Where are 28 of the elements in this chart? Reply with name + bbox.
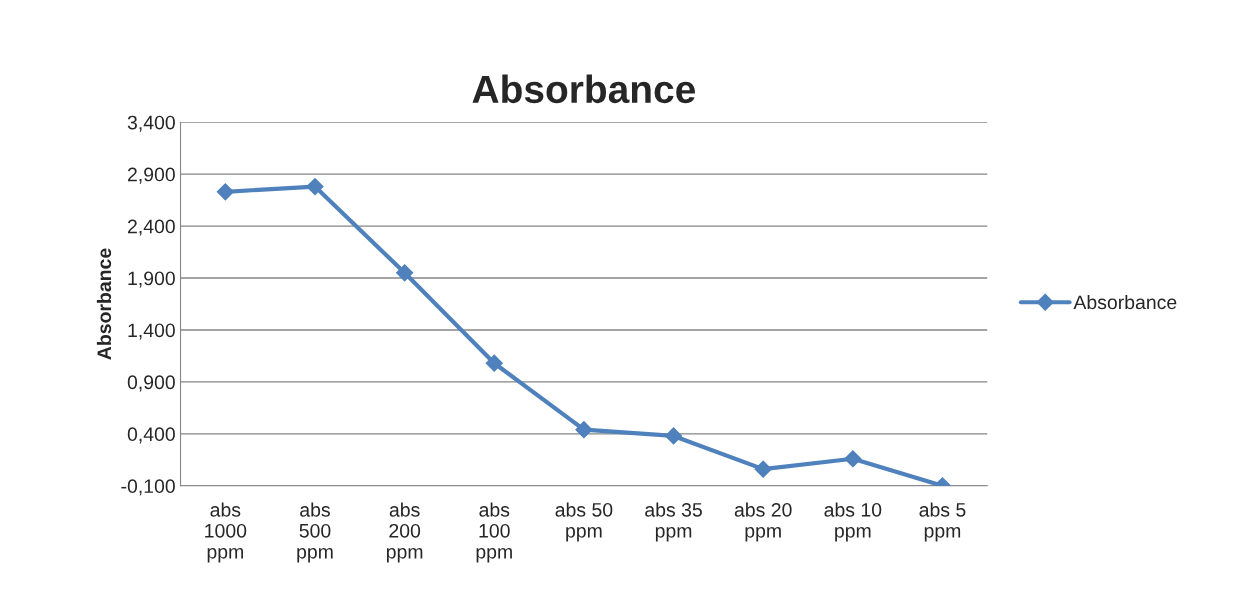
y-tick-label: 3,400 — [127, 115, 175, 132]
y-axis-title: Absorbance — [96, 248, 112, 360]
y-tick-label: 0,900 — [127, 375, 175, 392]
x-tick-label: abs 500 ppm — [297, 502, 333, 563]
point — [664, 427, 683, 445]
x-tick-label: abs 50 ppm — [555, 502, 613, 542]
point — [575, 421, 593, 439]
x-tick-label: abs 10 ppm — [824, 502, 882, 542]
point — [485, 354, 503, 372]
point — [754, 460, 772, 478]
point — [396, 264, 414, 282]
y-tick-label: 0,400 — [127, 427, 175, 444]
x-tick-label: abs 35 ppm — [645, 502, 702, 542]
y-tick-label: -0,100 — [121, 479, 175, 496]
y-tick-label: 2,900 — [127, 167, 175, 184]
point — [306, 178, 324, 196]
chart-title: Absorbance — [472, 74, 695, 104]
x-tick-label: abs 100 ppm — [476, 502, 512, 563]
x-tick-label: abs 5 ppm — [919, 502, 966, 542]
legend-label: Absorbance — [1073, 294, 1177, 310]
x-tick-label: abs 200 ppm — [386, 502, 423, 563]
y-tick-label: 1,900 — [128, 271, 175, 288]
y-tick-label: 2,400 — [127, 219, 175, 236]
point — [216, 183, 234, 201]
y-tick-label: 1,400 — [128, 323, 175, 340]
x-tick-label: abs 1000 ppm — [205, 502, 247, 563]
x-tick-label: abs 20 ppm — [734, 502, 792, 542]
point — [844, 450, 862, 468]
